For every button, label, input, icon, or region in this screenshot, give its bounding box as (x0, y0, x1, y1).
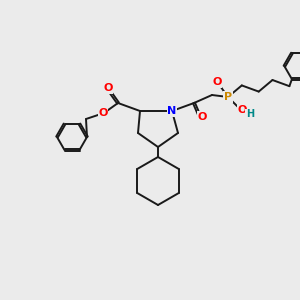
Text: H: H (246, 109, 254, 119)
Text: O: O (103, 83, 113, 93)
Text: O: O (98, 108, 108, 118)
Text: N: N (167, 106, 177, 116)
Text: O: O (237, 105, 247, 115)
Text: O: O (197, 112, 207, 122)
Text: P: P (224, 92, 232, 102)
Text: O: O (212, 77, 222, 87)
